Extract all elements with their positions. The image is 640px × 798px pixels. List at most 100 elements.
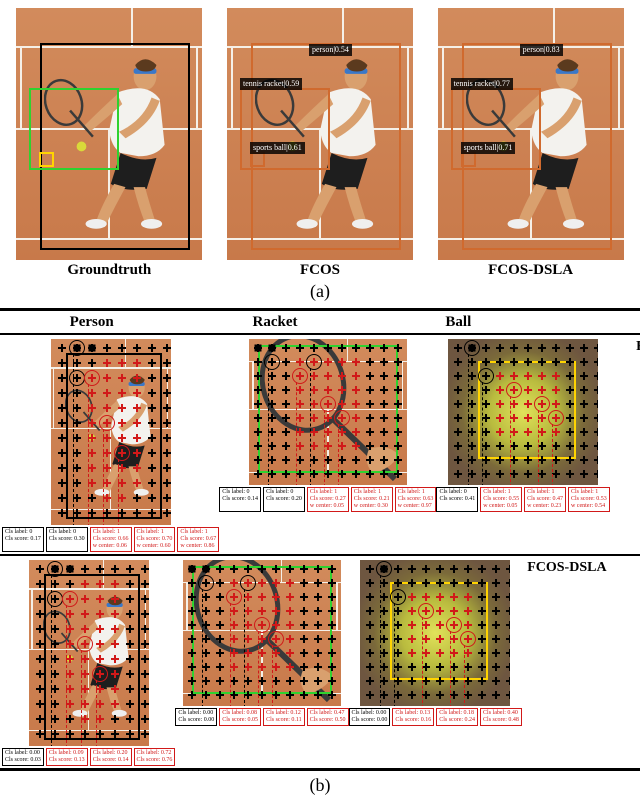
- marker-neg: [366, 663, 374, 671]
- annotation: Cls label: 1 Cls score: 0.53 w center: 0…: [568, 487, 610, 512]
- marker-pos: [524, 428, 532, 436]
- leader-line: [310, 368, 318, 485]
- marker-neg: [254, 428, 262, 436]
- marker-pos: [103, 404, 111, 412]
- marker-neg: [148, 359, 156, 367]
- annotation: Cls label: 0.08 Cls score: 0.05: [219, 708, 261, 726]
- marker-neg: [163, 509, 171, 517]
- marker-pos: [436, 593, 444, 601]
- marker-neg: [492, 593, 500, 601]
- marker-neg: [126, 685, 134, 693]
- cell-racket: Cls label: 0.00 Cls score: 0.00Cls label…: [175, 560, 348, 726]
- marker-neg: [594, 358, 598, 366]
- marker-pos: [450, 607, 458, 615]
- marker-neg: [300, 579, 308, 587]
- marker-neg: [594, 386, 598, 394]
- marker-neg: [36, 595, 44, 603]
- marker-neg: [282, 358, 290, 366]
- marker-neg: [141, 640, 149, 648]
- marker-neg: [524, 358, 532, 366]
- marker-neg: [594, 400, 598, 408]
- marker-neg: [126, 565, 134, 573]
- hdr-racket: Racket: [183, 314, 366, 331]
- marker-pos: [258, 593, 266, 601]
- marker-neg: [482, 344, 490, 352]
- marker-neg: [454, 358, 462, 366]
- marker-neg: [126, 670, 134, 678]
- marker-neg: [328, 649, 336, 657]
- marker-neg: [148, 374, 156, 382]
- panel-groundtruth: Groundtruth: [16, 8, 202, 279]
- det-tag: person|0.83: [520, 44, 563, 56]
- marker-neg: [216, 635, 224, 643]
- marker-square: [88, 345, 95, 352]
- marker-neg: [366, 691, 374, 699]
- marker-pos: [81, 610, 89, 618]
- marker-neg: [478, 579, 486, 587]
- marker-pos: [286, 593, 294, 601]
- marker-neg: [300, 621, 308, 629]
- marker-neg: [538, 344, 546, 352]
- marker-neg: [366, 344, 374, 352]
- leader-line: [468, 354, 476, 485]
- annotation: Cls label: 0 Cls score: 0.30: [46, 527, 88, 552]
- marker-neg: [380, 358, 388, 366]
- marker-pos: [496, 428, 504, 436]
- marker-neg: [254, 442, 262, 450]
- leader-line: [296, 382, 308, 485]
- marker-neg: [394, 358, 402, 366]
- marker-neg: [126, 610, 134, 618]
- part-b: Person Racket Ball Cls label: 0 Cls scor…: [0, 308, 640, 771]
- marker-neg: [478, 635, 486, 643]
- marker-neg: [580, 470, 588, 478]
- marker-neg: [492, 635, 500, 643]
- marker-neg: [148, 404, 156, 412]
- leader-line: [422, 617, 434, 706]
- marker-neg: [188, 621, 196, 629]
- marker-pos: [81, 580, 89, 588]
- marker-pos: [436, 621, 444, 629]
- leader-line: [66, 605, 78, 746]
- marker-neg: [408, 691, 416, 699]
- marker-neg: [594, 470, 598, 478]
- marker-neg: [380, 344, 388, 352]
- cell-person: Cls label: 0 Cls score: 0.17Cls label: 0…: [2, 339, 219, 552]
- marker-neg: [328, 565, 336, 573]
- annot-row: Cls label: 0.00 Cls score: 0.00Cls label…: [175, 708, 348, 726]
- marker-neg: [454, 344, 462, 352]
- marker-pos: [81, 625, 89, 633]
- marker-neg: [163, 479, 171, 487]
- marker-neg: [163, 494, 171, 502]
- marker-pos: [286, 607, 294, 615]
- marker-pos: [286, 579, 294, 587]
- marker-neg: [594, 414, 598, 422]
- marker-neg: [126, 655, 134, 663]
- marker-neg: [300, 607, 308, 615]
- marker-neg: [254, 358, 262, 366]
- marker-neg: [328, 691, 336, 699]
- marker-neg: [216, 565, 224, 573]
- marker-pos: [286, 635, 294, 643]
- marker-neg: [188, 677, 196, 685]
- marker-pos: [510, 372, 518, 380]
- annotation: Cls label: 0.13 Cls score: 0.16: [392, 708, 434, 726]
- det-tag: person|0.54: [309, 44, 352, 56]
- marker-neg: [254, 414, 262, 422]
- marker-neg: [580, 386, 588, 394]
- marker-pos: [111, 595, 119, 603]
- marker-neg: [580, 358, 588, 366]
- marker-pos: [408, 593, 416, 601]
- marker-neg: [314, 593, 322, 601]
- leader-line: [244, 589, 252, 706]
- marker-neg: [436, 677, 444, 685]
- marker-neg: [141, 700, 149, 708]
- marker-neg: [141, 610, 149, 618]
- caption: Groundtruth: [67, 262, 151, 279]
- marker-neg: [454, 456, 462, 464]
- marker-neg: [454, 372, 462, 380]
- leader-line: [230, 603, 242, 706]
- marker-neg: [216, 663, 224, 671]
- marker-pos: [111, 610, 119, 618]
- marker-neg: [496, 358, 504, 366]
- marker-neg: [254, 372, 262, 380]
